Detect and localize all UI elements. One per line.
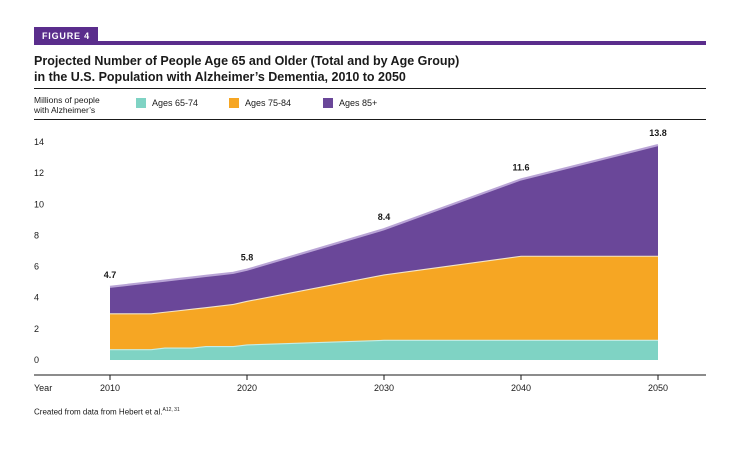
figure-header-rule [34, 41, 706, 45]
legend-swatch-75-84 [229, 98, 239, 108]
total-data-label: 13.8 [649, 128, 667, 138]
figure-label: FIGURE 4 [34, 27, 98, 45]
total-data-label: 8.4 [378, 212, 391, 222]
x-tick-label: 2010 [100, 383, 120, 393]
area-ages-85-plus-top-edge [109, 144, 659, 288]
y-tick-label: 14 [34, 137, 44, 147]
source-credit-superscript: A12, 31 [162, 407, 180, 413]
x-axis-title: Year [34, 383, 52, 393]
title-divider [34, 88, 706, 89]
y-tick-label: 10 [34, 199, 44, 209]
y-tick-label: 12 [34, 168, 44, 178]
source-credit-text: Created from data from Hebert et al. [34, 407, 163, 417]
legend-swatch-65-74 [136, 98, 146, 108]
y-axis-label-line1: Millions of people [34, 95, 100, 105]
total-data-label: 4.7 [104, 270, 117, 280]
x-tick-label: 2030 [374, 383, 394, 393]
chart-title-line1: Projected Number of People Age 65 and Ol… [34, 54, 460, 68]
y-tick-label: 4 [34, 293, 39, 303]
source-credit: Created from data from Hebert et al.A12,… [34, 407, 180, 417]
y-tick-label: 0 [34, 355, 39, 365]
legend-item-75-84: Ages 75-84 [229, 98, 291, 108]
chart-title-line2: in the U.S. Population with Alzheimer’s … [34, 70, 406, 84]
legend-label-65-74: Ages 65-74 [152, 98, 199, 108]
legend-label-85-plus: Ages 85+ [339, 98, 378, 108]
y-tick-label: 8 [34, 230, 39, 240]
legend-label-75-84: Ages 75-84 [245, 98, 292, 108]
legend-divider [34, 119, 706, 120]
y-tick-label: 2 [34, 324, 39, 334]
y-tick-label: 6 [34, 262, 39, 272]
x-tick-label: 2040 [511, 383, 531, 393]
y-axis-label: Millions of people with Alzheimer’s [34, 95, 100, 115]
total-data-label: 5.8 [241, 253, 254, 263]
x-tick-label: 2020 [237, 383, 257, 393]
legend-item-65-74: Ages 65-74 [136, 98, 198, 108]
chart-title: Projected Number of People Age 65 and Ol… [34, 53, 694, 85]
area-ages-75-84 [110, 255, 658, 350]
legend-swatch-85-plus [323, 98, 333, 108]
x-tick-label: 2050 [648, 383, 668, 393]
total-data-label: 11.6 [512, 162, 529, 172]
legend-item-85-plus: Ages 85+ [323, 98, 377, 108]
y-axis-label-line2: with Alzheimer’s [34, 105, 96, 115]
